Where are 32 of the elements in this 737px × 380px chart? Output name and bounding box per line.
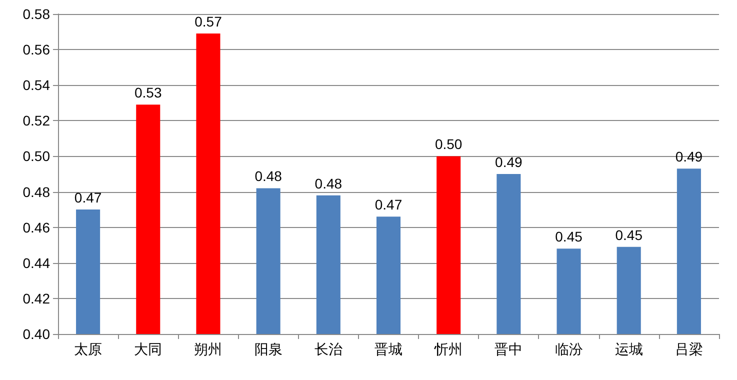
y-tick-label: 0.56 [22, 42, 50, 58]
data-label: 0.45 [555, 228, 583, 245]
data-label: 0.49 [675, 148, 703, 165]
x-tick-label: 朔州 [194, 341, 222, 357]
data-label: 0.49 [495, 154, 523, 170]
y-tick-label: 0.52 [22, 112, 50, 129]
data-label: 0.47 [374, 196, 402, 213]
data-label: 0.57 [194, 14, 222, 30]
y-tick-label: 0.44 [22, 254, 50, 271]
x-tick-label: 晋中 [494, 341, 523, 357]
x-tick-label: 运城 [614, 341, 643, 357]
data-label: 0.45 [615, 226, 643, 243]
x-tick-label: 晋城 [374, 341, 402, 357]
x-tick-label: 临汾 [554, 341, 583, 357]
x-tick-label: 吕梁 [674, 341, 703, 357]
x-tick-label: 忻州 [434, 341, 463, 357]
y-tick-label: 0.50 [22, 148, 50, 164]
y-tick-label: 0.42 [22, 290, 50, 306]
y-tick-label: 0.48 [22, 184, 50, 200]
data-label: 0.50 [434, 136, 462, 152]
y-tick-label: 0.46 [22, 219, 50, 236]
data-label: 0.48 [254, 168, 282, 184]
y-tick-label: 0.54 [22, 77, 50, 94]
x-tick-label: 大同 [134, 341, 162, 357]
y-tick-label: 0.58 [22, 6, 50, 22]
x-tick-label: 长治 [314, 341, 342, 357]
x-tick-label: 太原 [74, 341, 102, 357]
x-tick-label: 阳泉 [254, 341, 282, 357]
y-tick-label: 0.40 [22, 326, 50, 342]
data-label: 0.53 [134, 84, 162, 101]
data-label: 0.48 [314, 175, 342, 192]
data-label: 0.47 [74, 190, 102, 206]
